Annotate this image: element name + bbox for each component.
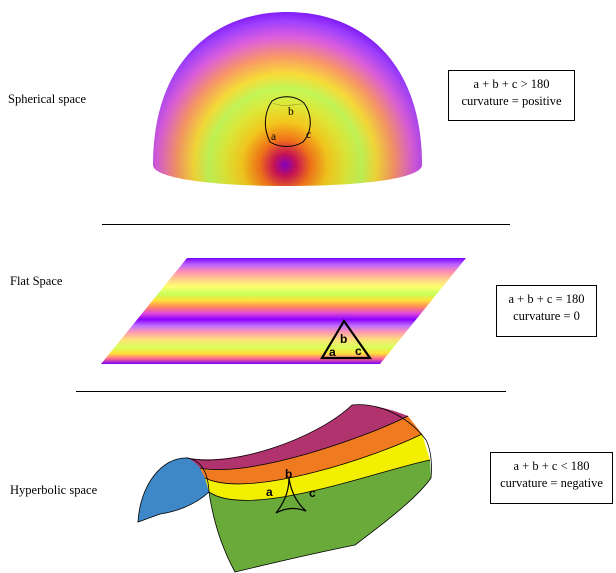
spherical-vertex-a: a [271, 131, 276, 143]
spherical-vertex-c: c [306, 129, 311, 141]
flat-vertex-b: b [340, 332, 347, 346]
flat-equation: a + b + c = 180 [508, 292, 585, 306]
hyperbolic-vertex-a: a [266, 485, 273, 499]
flat-vertex-c: c [355, 344, 362, 358]
spherical-curvature: curvature = positive [461, 94, 562, 108]
spherical-triangle [264, 96, 311, 147]
spherical-space-label: Spherical space [8, 92, 87, 106]
spherical-dome [153, 12, 422, 186]
hyperbolic-curvature: curvature = negative [500, 476, 603, 490]
flat-triangle [320, 318, 373, 360]
hyperbolic-equation: a + b + c < 180 [513, 459, 590, 473]
hyperbolic-space-label: Hyperbolic space [10, 483, 98, 497]
hyperbolic-vertex-b: b [285, 467, 292, 481]
flat-plane [101, 258, 466, 364]
spherical-equation: a + b + c > 180 [473, 77, 550, 91]
hyperbolic-saddle [137, 404, 432, 573]
hyperbolic-triangle [275, 477, 307, 514]
flat-space-label: Flat Space [10, 274, 63, 288]
spherical-equation-box: a + b + c > 180 curvature = positive [448, 70, 575, 121]
divider-top [102, 224, 510, 225]
hyperbolic-equation-box: a + b + c < 180 curvature = negative [490, 452, 613, 504]
divider-bottom [76, 391, 506, 392]
flat-equation-box: a + b + c = 180 curvature = 0 [496, 285, 597, 337]
flat-vertex-a: a [329, 345, 336, 359]
spherical-vertex-b: b [288, 106, 294, 118]
hyperbolic-vertex-c: c [309, 486, 316, 500]
flat-curvature: curvature = 0 [513, 309, 580, 323]
